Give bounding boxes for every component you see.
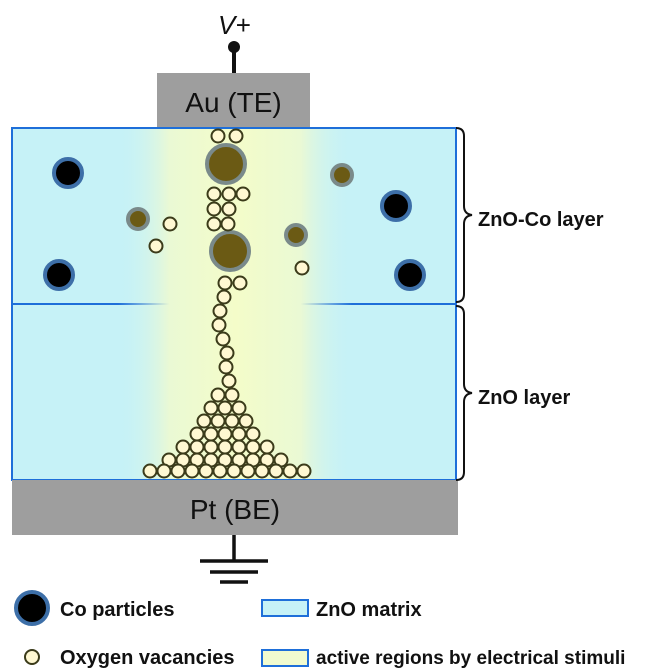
legend: Co particles ZnO matrix Oxygen vacancies… <box>14 590 625 669</box>
legend-co-particle-icon <box>14 590 50 626</box>
oxygen-vacancy <box>282 463 298 479</box>
co-particle <box>380 190 412 222</box>
co-particle <box>394 259 426 291</box>
oxygen-vacancy <box>196 413 212 429</box>
ground-icon <box>200 535 268 584</box>
co-particle <box>330 163 354 187</box>
oxygen-vacancy <box>217 439 233 455</box>
oxygen-vacancy <box>198 463 214 479</box>
oxygen-vacancy <box>206 186 222 202</box>
oxygen-vacancy <box>210 128 226 144</box>
oxygen-vacancy <box>245 426 261 442</box>
legend-zno-matrix-swatch <box>261 599 309 617</box>
oxygen-vacancy <box>189 439 205 455</box>
legend-active-region-swatch <box>261 649 309 667</box>
oxygen-vacancy <box>215 331 231 347</box>
legend-oxygen-vacancies-label: Oxygen vacancies <box>60 647 235 669</box>
top-electrode-label: Au (TE) <box>185 87 281 118</box>
particle-group <box>43 128 426 479</box>
oxygen-vacancy <box>142 463 158 479</box>
oxygen-vacancy <box>268 463 284 479</box>
co-particle <box>284 223 308 247</box>
co-particle <box>209 230 251 272</box>
oxygen-vacancy <box>210 387 226 403</box>
oxygen-vacancy <box>216 289 232 305</box>
oxygen-vacancy <box>259 439 275 455</box>
oxygen-vacancy <box>238 413 254 429</box>
oxygen-vacancy <box>203 426 219 442</box>
oxygen-vacancy <box>220 216 236 232</box>
oxygen-vacancy <box>221 186 237 202</box>
oxygen-vacancy <box>203 400 219 416</box>
bottom-electrode <box>12 480 458 535</box>
oxygen-vacancy <box>231 439 247 455</box>
upper-layer-label: ZnO-Co layer <box>478 209 604 231</box>
oxygen-vacancy <box>184 463 200 479</box>
legend-zno-matrix-label: ZnO matrix <box>316 599 422 621</box>
oxygen-vacancy <box>189 426 205 442</box>
oxygen-vacancy <box>217 275 233 291</box>
oxygen-vacancy <box>226 463 242 479</box>
oxygen-vacancy <box>231 400 247 416</box>
oxygen-vacancy <box>217 426 233 442</box>
oxygen-vacancy <box>210 413 226 429</box>
legend-co-particles-label: Co particles <box>60 599 174 621</box>
oxygen-vacancy <box>296 463 312 479</box>
oxygen-vacancy <box>175 439 191 455</box>
co-particle <box>205 143 247 185</box>
oxygen-vacancy <box>206 201 222 217</box>
oxygen-vacancy <box>228 128 244 144</box>
oxygen-vacancy <box>203 439 219 455</box>
oxygen-vacancy <box>294 260 310 276</box>
oxygen-vacancy <box>240 463 256 479</box>
voltage-terminal-icon <box>228 41 240 73</box>
oxygen-vacancy <box>206 216 222 232</box>
oxygen-vacancy <box>245 439 261 455</box>
oxygen-vacancy <box>217 400 233 416</box>
oxygen-vacancy <box>254 463 270 479</box>
oxygen-vacancy <box>162 216 178 232</box>
oxygen-vacancy <box>221 201 237 217</box>
voltage-label: V+ <box>218 10 251 40</box>
oxygen-vacancy <box>219 345 235 361</box>
oxygen-vacancy <box>231 426 247 442</box>
oxygen-vacancy <box>235 186 251 202</box>
lower-layer-label: ZnO layer <box>478 387 570 409</box>
oxygen-vacancy <box>221 373 237 389</box>
oxygen-vacancy <box>224 387 240 403</box>
co-particle <box>43 259 75 291</box>
oxygen-vacancy <box>224 413 240 429</box>
oxygen-vacancy <box>232 275 248 291</box>
oxygen-vacancy <box>148 238 164 254</box>
legend-oxygen-vacancy-icon <box>24 649 40 665</box>
oxygen-vacancy <box>211 317 227 333</box>
co-particle <box>52 157 84 189</box>
brace-icon <box>455 305 473 481</box>
co-particle <box>126 207 150 231</box>
bottom-electrode-label: Pt (BE) <box>190 494 280 525</box>
oxygen-vacancy <box>212 303 228 319</box>
oxygen-vacancy <box>218 359 234 375</box>
brace-icon <box>455 127 473 303</box>
oxygen-vacancy <box>170 463 186 479</box>
oxygen-vacancy <box>212 463 228 479</box>
top-electrode <box>157 73 310 128</box>
legend-active-regions-label: active regions by electrical stimuli <box>316 648 625 669</box>
oxygen-vacancy <box>156 463 172 479</box>
